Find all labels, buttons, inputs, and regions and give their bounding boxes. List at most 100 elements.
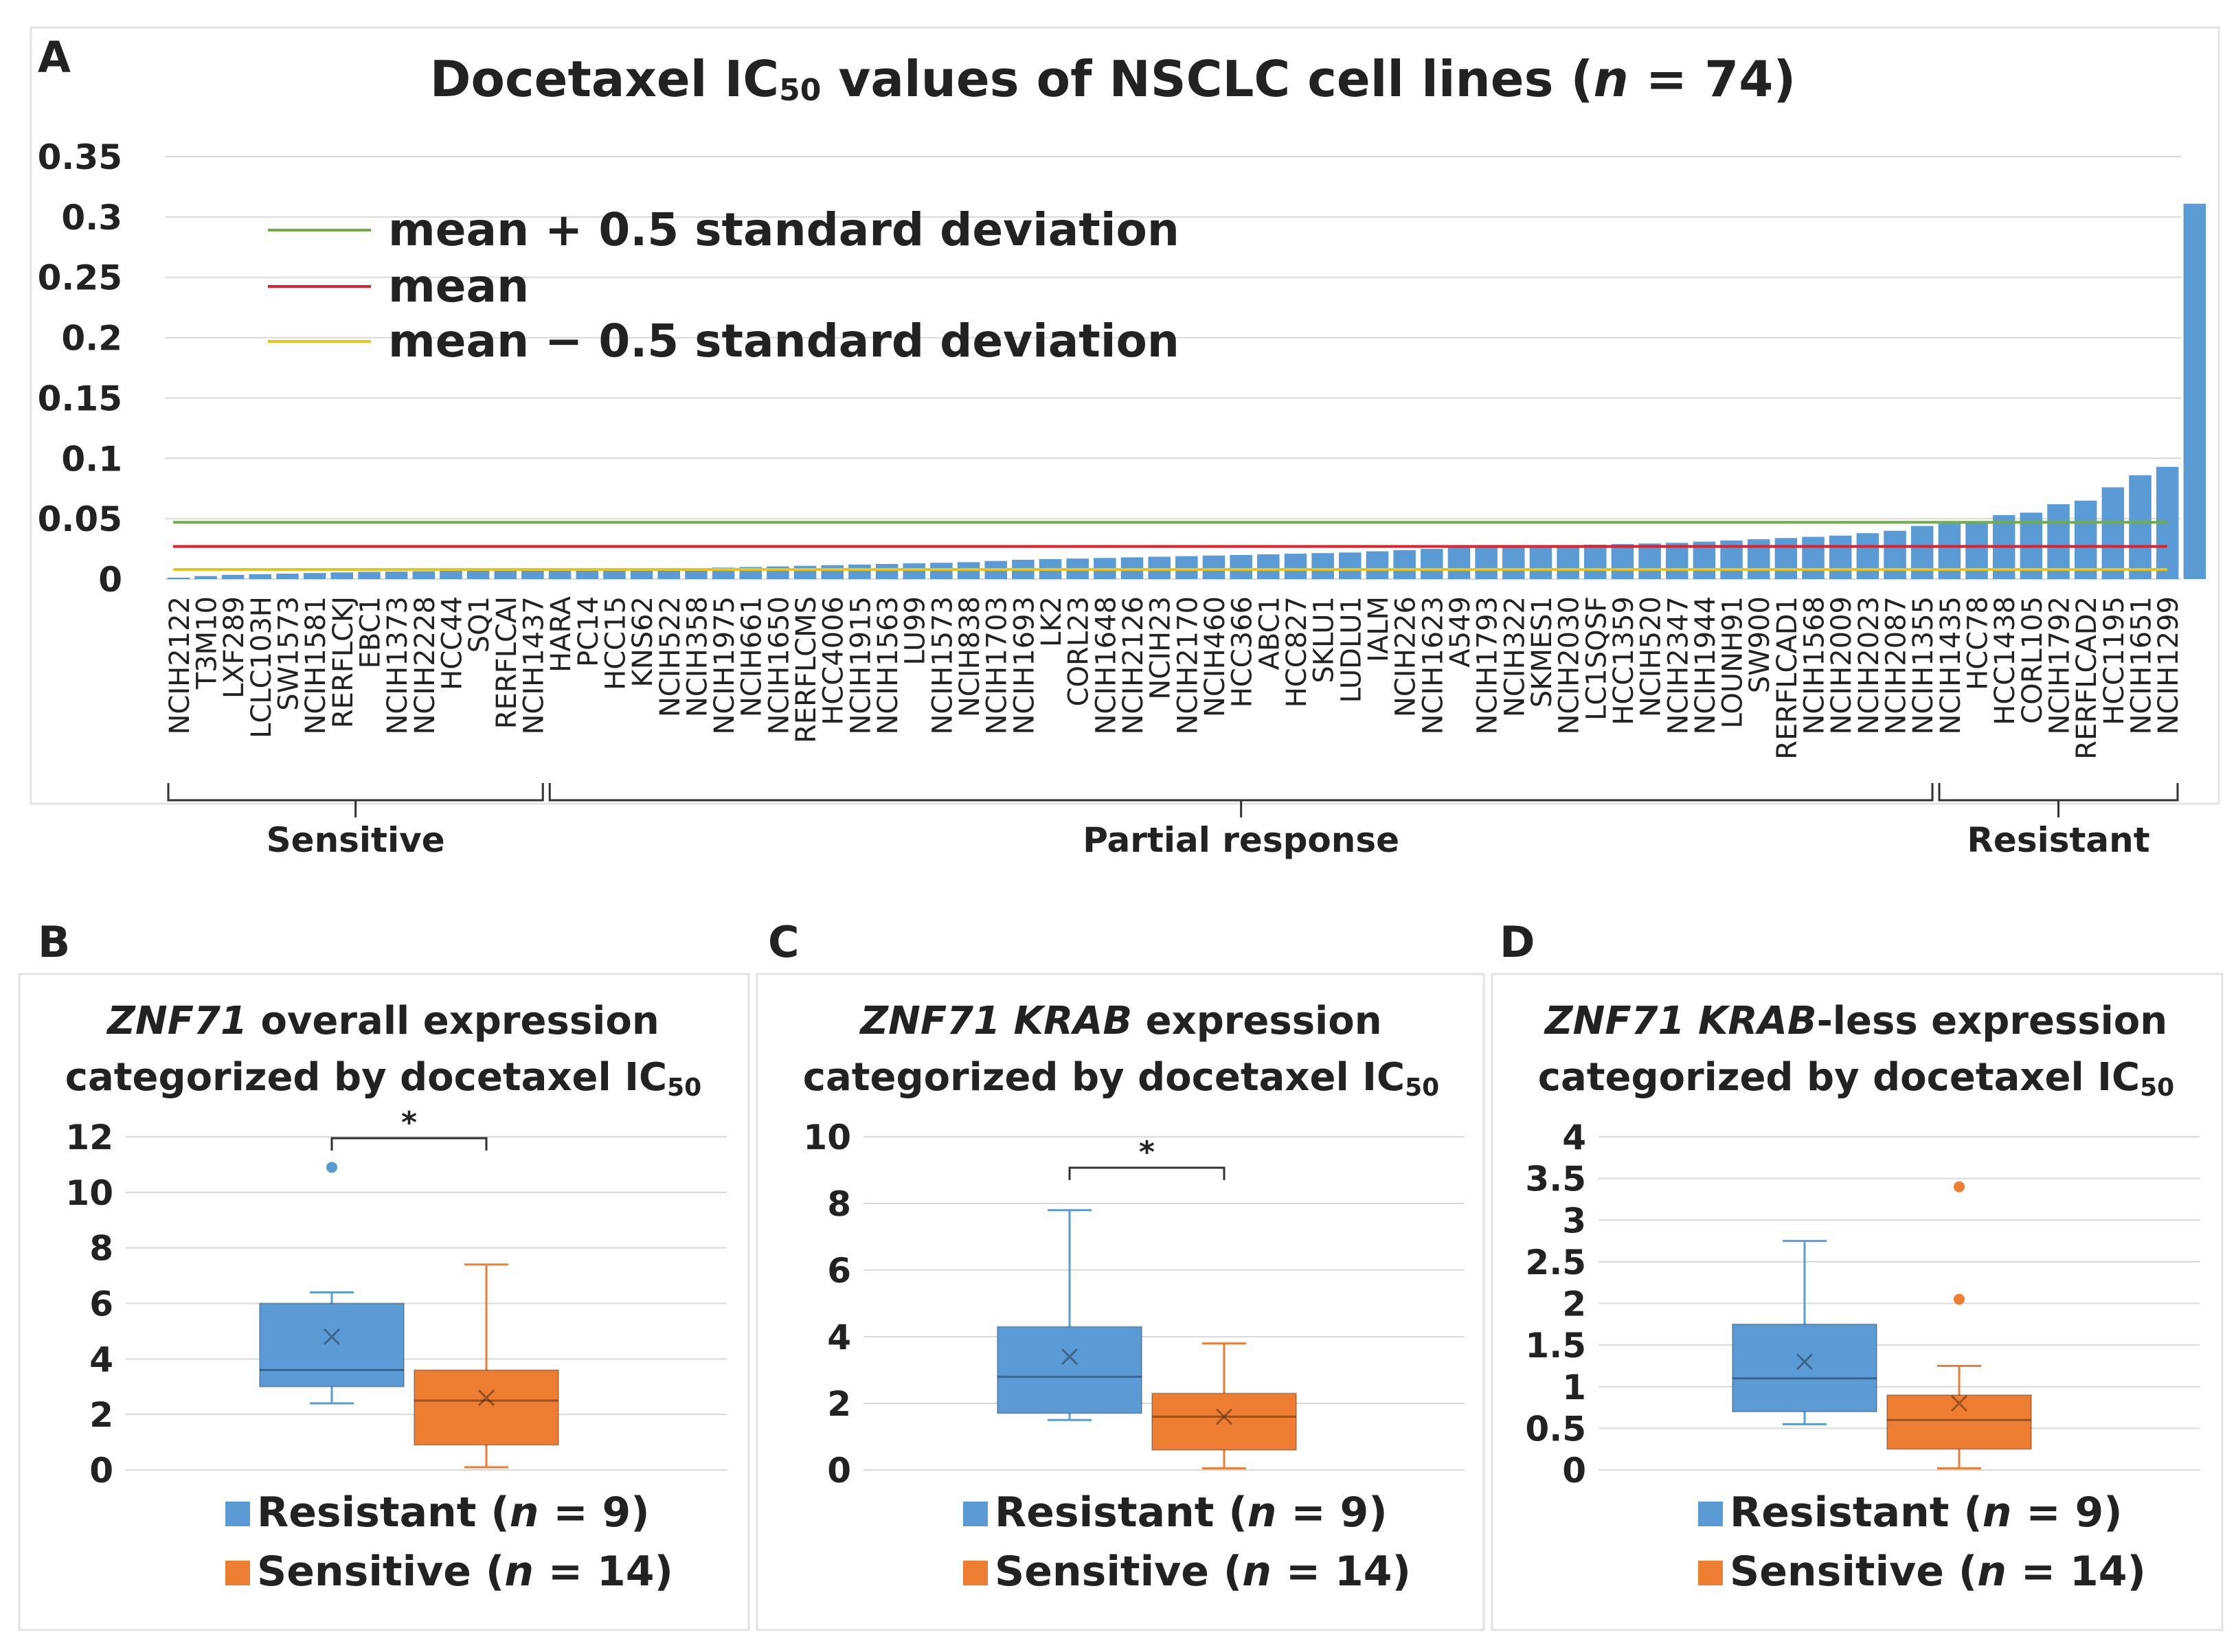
x-tick-label: RERFLCAD1 — [1772, 596, 1803, 760]
box-sensitive-outlier — [1954, 1293, 1965, 1305]
bar-LU99 — [903, 563, 925, 579]
x-tick-label: HCC15 — [600, 596, 631, 690]
title-sub: 50 — [667, 1074, 701, 1102]
x-tick-label: NCIH1563 — [872, 596, 904, 735]
y-tick-label: 3.5 — [1525, 1159, 1586, 1199]
x-tick-label: NCIH1944 — [1690, 596, 1721, 735]
bar-NCIH1573 — [930, 563, 953, 579]
y-tick-label: 2.5 — [1525, 1243, 1586, 1282]
panel-c-plot: ZNF71 KRAB expression categorized by doce… — [803, 999, 1465, 1596]
x-tick-label: NCIH1693 — [1008, 596, 1040, 735]
x-tick-label: SKMES1 — [1526, 596, 1558, 708]
bar-NCIH1651 — [2129, 475, 2152, 579]
x-tick-label: NCIH1623 — [1417, 596, 1449, 735]
bar-LC1SQSF — [1584, 544, 1607, 579]
bar-NCIH2122 — [167, 577, 190, 579]
bar-NCIH1944 — [1693, 541, 1716, 579]
x-tick-label: NCIH2023 — [1853, 596, 1885, 735]
bar-HCC366 — [1230, 554, 1252, 579]
bar-LCLC103H — [249, 574, 272, 579]
y-tick-label: 8 — [89, 1229, 113, 1269]
legend-label-sensitive: Sensitive (n = 14) — [995, 1548, 1411, 1596]
x-tick-label: SKLU1 — [1309, 596, 1340, 683]
title-prefix: categorized by docetaxel IC — [65, 1055, 667, 1100]
legend-name: Sensitive ( — [1730, 1548, 1977, 1596]
y-tick-label: 4 — [1562, 1118, 1586, 1157]
legend-label-resistant: Resistant (n = 9) — [257, 1489, 650, 1537]
bar-NCIH1915 — [848, 564, 871, 579]
bar-A549 — [1447, 547, 1471, 579]
title-italic: ZNF71 KRAB — [1544, 999, 1817, 1043]
legend-swatch-sensitive — [963, 1561, 988, 1585]
bar-SKMES1 — [1529, 545, 1552, 579]
x-tick-label: IALM — [1363, 596, 1394, 662]
legend-n-value: = 9) — [1276, 1489, 1387, 1537]
box-sensitive-mean-marker — [477, 1389, 495, 1406]
bar-T3M10 — [194, 576, 217, 579]
legend-n: n — [504, 1548, 534, 1596]
box-sensitive-mean-marker — [1215, 1408, 1233, 1425]
x-tick-label: NCIH2030 — [1554, 596, 1585, 735]
x-tick-label: NCIH1355 — [1908, 596, 1939, 735]
legend-label-resistant: Resistant (n = 9) — [995, 1489, 1388, 1537]
legend-n-value: = 14) — [1272, 1548, 1411, 1596]
x-tick-label: NCIH1299 — [2153, 596, 2184, 735]
title-prefix: categorized by docetaxel IC — [1538, 1055, 2140, 1100]
x-tick-label: NCIH358 — [681, 596, 713, 717]
x-tick-label: HCC1195 — [2099, 596, 2130, 725]
x-tick-label: LUDLU1 — [1335, 596, 1367, 703]
x-tick-label: NCIH23 — [1145, 596, 1177, 700]
y-tick-label: 0.25 — [38, 258, 122, 298]
x-tick-label: RERFLCMS — [791, 596, 822, 743]
box-sensitive-iqr — [414, 1369, 559, 1446]
legend-n: n — [1242, 1548, 1272, 1596]
box-sensitive-outlier — [1954, 1181, 1965, 1192]
panel-d-title-line1: ZNF71 KRAB-less expression — [1544, 999, 2167, 1043]
x-tick-label: NCIH838 — [954, 596, 986, 717]
x-tick-label: LU99 — [900, 596, 931, 665]
panel-a-title-prefix: Docetaxel IC — [430, 50, 779, 108]
x-tick-label: CORL23 — [1063, 596, 1095, 706]
legend-label-sensitive: Sensitive (n = 14) — [1730, 1548, 2146, 1596]
x-tick-label: NCIH1648 — [1090, 596, 1122, 735]
y-tick-label: 1 — [1562, 1368, 1586, 1407]
x-tick-label: NCIH2228 — [409, 596, 441, 735]
bar-NCIH1792 — [2047, 504, 2070, 579]
panel-b-frame — [18, 973, 750, 1631]
bar-NCIH23 — [1148, 556, 1171, 579]
bar-NCIH2023 — [1856, 533, 1879, 579]
x-tick-label: NCIH1792 — [2044, 596, 2076, 735]
legend-n-value: = 9) — [539, 1489, 649, 1537]
bar-NCIH460 — [1202, 555, 1226, 579]
legend-label-sensitive: Sensitive (n = 14) — [257, 1548, 673, 1596]
legend-name: Resistant ( — [995, 1489, 1247, 1537]
y-tick-label: 0.1 — [61, 439, 122, 479]
x-tick-label: HCC827 — [1281, 596, 1313, 708]
bar-NCIH2170 — [1175, 556, 1198, 579]
legend-swatch-sensitive — [1698, 1561, 1723, 1585]
legend-name: Resistant ( — [257, 1489, 510, 1537]
panel-a-title-n: n — [1593, 50, 1628, 108]
panel-d-frame — [1491, 973, 2224, 1631]
x-tick-label: HCC1438 — [1989, 596, 2021, 725]
legend-n-value: = 14) — [2007, 1548, 2146, 1596]
bar-SQ1 — [466, 570, 490, 579]
y-tick-label: 0.5 — [1525, 1409, 1586, 1449]
y-tick-label: 3 — [1562, 1201, 1586, 1241]
x-tick-label: NCIH2122 — [164, 596, 196, 735]
panel-b-title-line2: categorized by docetaxel IC50 — [65, 1055, 701, 1102]
panel-d-plot: ZNF71 KRAB-less expression categorized by… — [1525, 999, 2200, 1596]
x-tick-label: NCIH1703 — [982, 596, 1013, 735]
legend-swatch-sensitive — [225, 1561, 250, 1585]
panel-d-title-line2: categorized by docetaxel IC50 — [1538, 1055, 2174, 1102]
panel-b-plot: ZNF71 overall expression categorized by d… — [65, 999, 727, 1596]
x-tick-label: NCIH226 — [1390, 596, 1422, 717]
x-tick-label: EBC1 — [354, 596, 386, 668]
x-tick-label: RERFLCAI — [491, 596, 523, 729]
title-italic: ZNF71 — [106, 999, 247, 1043]
y-tick-label: 0.2 — [61, 319, 122, 359]
bar-HCC4006 — [821, 565, 844, 579]
legend-swatch-resistant — [225, 1502, 250, 1526]
x-tick-label: NCIH1651 — [2126, 596, 2158, 735]
